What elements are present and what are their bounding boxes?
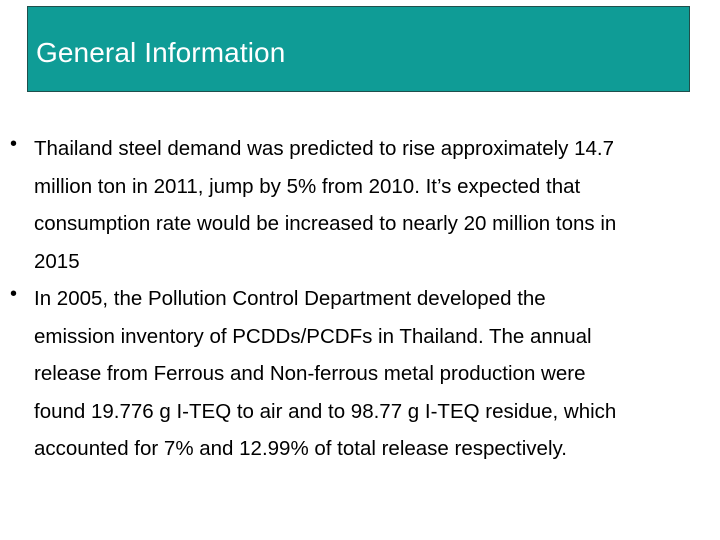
slide-title: General Information: [36, 37, 286, 68]
bullet-point-icon: •: [10, 283, 18, 305]
bullet-text: In 2005, the Pollution Control Departmen…: [34, 287, 617, 460]
bullet-text: Thailand steel demand was predicted to r…: [34, 137, 617, 273]
bullet-point-icon: •: [10, 133, 18, 155]
title-banner: General Information: [27, 6, 690, 92]
